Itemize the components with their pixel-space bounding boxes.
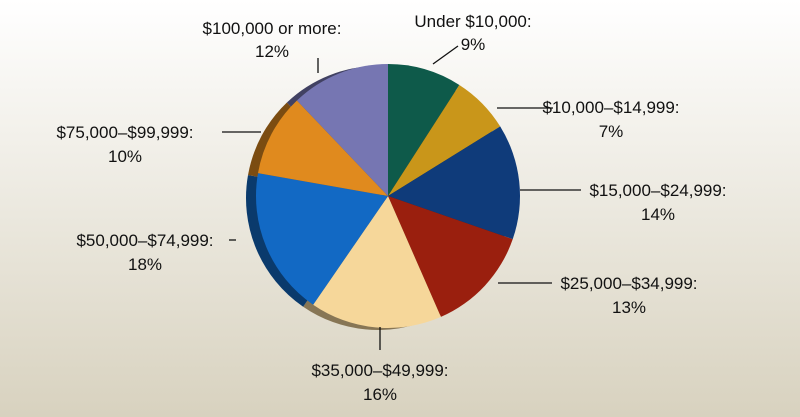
pie-slice — [388, 196, 513, 317]
slice-value-label: 9% — [461, 35, 486, 54]
slice-category-label: $75,000–$99,999: — [56, 123, 193, 142]
slice-category-label: $25,000–$34,999: — [560, 274, 697, 293]
leader-line — [432, 45, 459, 65]
slice-category-label: $15,000–$24,999: — [589, 181, 726, 200]
slice-value-label: 18% — [128, 255, 162, 274]
slice-value-label: 14% — [641, 205, 675, 224]
pie-slice — [296, 64, 388, 196]
pie-slice — [388, 64, 460, 196]
pie-slice — [258, 100, 388, 196]
pie-slice — [388, 84, 501, 196]
pie-slice — [313, 196, 441, 328]
pie-slice — [256, 173, 388, 305]
slice-category-label: $100,000 or more: — [203, 19, 342, 38]
slice-value-label: 7% — [599, 122, 624, 141]
slice-value-label: 16% — [363, 385, 397, 404]
slice-value-label: 13% — [612, 298, 646, 317]
slice-value-label: 12% — [255, 42, 289, 61]
slice-value-label: 10% — [108, 147, 142, 166]
slice-category-label: $50,000–$74,999: — [76, 231, 213, 250]
slice-category-label: $35,000–$49,999: — [311, 361, 448, 380]
pie-slice — [388, 126, 520, 240]
slice-category-label: Under $10,000: — [414, 12, 531, 31]
slice-category-label: $10,000–$14,999: — [542, 98, 679, 117]
